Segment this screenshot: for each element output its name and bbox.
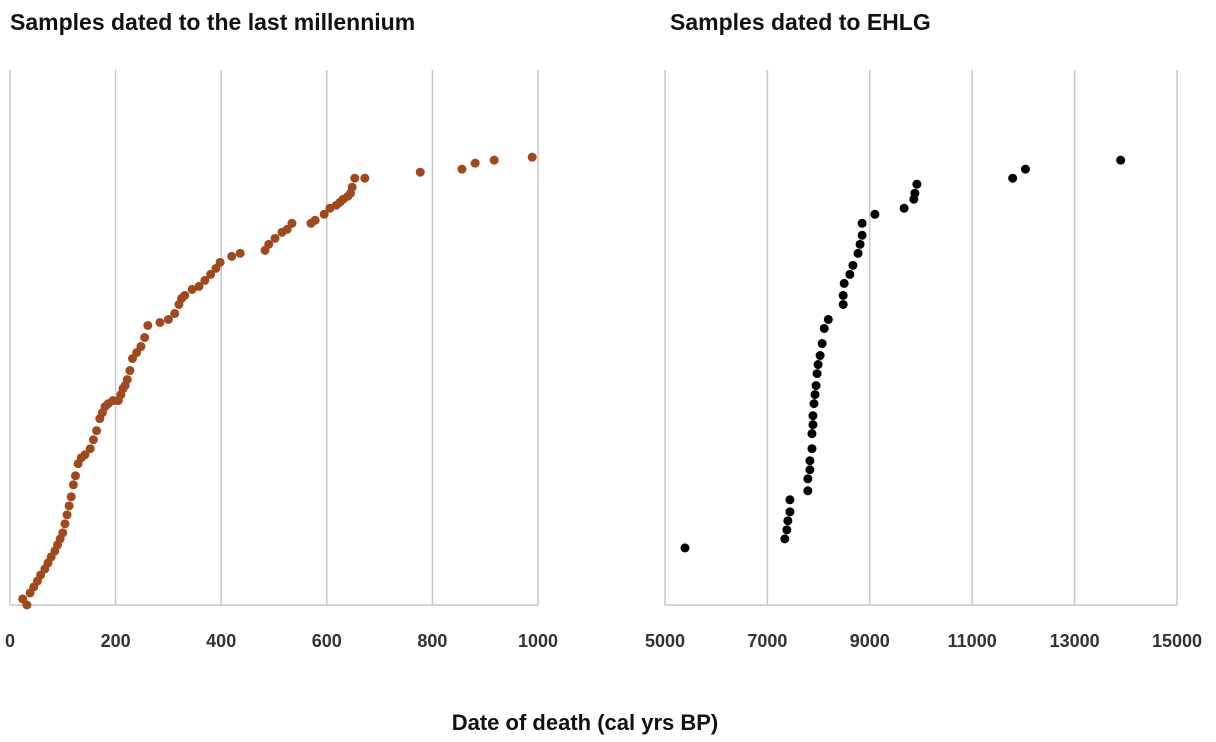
x-tick-label: 600 (312, 631, 342, 651)
point (136, 342, 146, 352)
point (282, 224, 292, 234)
point (70, 471, 80, 481)
x-tick-label: 400 (206, 631, 236, 651)
point (808, 420, 818, 430)
point (805, 456, 815, 466)
point (125, 366, 135, 376)
point (857, 230, 867, 240)
x-tick-label: 9000 (850, 631, 890, 651)
point (807, 429, 817, 439)
point (170, 308, 180, 318)
point (870, 209, 880, 219)
point (350, 173, 360, 183)
point (1020, 164, 1030, 174)
x-tick-label: 5000 (645, 631, 685, 651)
point (163, 314, 173, 324)
point (360, 173, 370, 183)
point (22, 600, 32, 610)
point (319, 209, 329, 219)
point (92, 426, 102, 436)
point (347, 182, 357, 192)
point (187, 284, 197, 294)
point (785, 507, 795, 517)
point (803, 486, 813, 496)
point (782, 525, 792, 535)
x-tick-label: 11000 (948, 631, 997, 651)
point (122, 375, 132, 385)
point (823, 314, 833, 324)
point (60, 519, 70, 529)
point (68, 480, 78, 490)
point (899, 203, 909, 213)
point (857, 218, 867, 228)
point (155, 317, 165, 327)
point (310, 215, 320, 225)
point (838, 299, 848, 309)
point (811, 381, 821, 391)
point (527, 152, 537, 162)
point (180, 290, 190, 300)
point (264, 239, 274, 249)
point (853, 248, 863, 258)
x-tick-label: 200 (101, 631, 131, 651)
point (64, 501, 74, 511)
point (809, 399, 819, 409)
point (194, 281, 204, 291)
point (803, 474, 813, 484)
point (215, 257, 225, 267)
point (143, 320, 153, 330)
point (235, 248, 245, 258)
point (780, 534, 790, 544)
point (910, 188, 920, 198)
point (88, 435, 98, 445)
point (85, 444, 95, 454)
point (489, 155, 499, 165)
x-tick-label: 0 (5, 631, 15, 651)
x-tick-label: 800 (417, 631, 447, 651)
point (819, 323, 829, 333)
point (1116, 155, 1126, 165)
point (415, 167, 425, 177)
point (287, 218, 297, 228)
x-tick-label: 15000 (1152, 631, 1202, 651)
point (470, 158, 480, 168)
x-axis-title: Date of death (cal yrs BP) (452, 710, 719, 735)
point (817, 339, 827, 349)
point (855, 239, 865, 249)
point (270, 233, 280, 243)
point (66, 492, 76, 502)
point (838, 290, 848, 300)
point (808, 411, 818, 421)
point (805, 465, 815, 475)
point (839, 278, 849, 288)
x-tick-label: 13000 (1050, 631, 1100, 651)
point (680, 543, 690, 553)
x-tick-label: 7000 (747, 631, 787, 651)
point (80, 450, 90, 460)
point (807, 444, 817, 454)
point (783, 516, 793, 526)
point (845, 269, 855, 279)
point (200, 275, 210, 285)
point (58, 528, 68, 538)
x-tick-label: 1000 (518, 631, 558, 651)
point (227, 251, 237, 261)
point (457, 164, 467, 174)
chart-title: Samples dated to the last millennium (10, 9, 415, 35)
point (812, 369, 822, 379)
point (62, 510, 72, 520)
chart-title: Samples dated to EHLG (670, 9, 931, 35)
point (810, 390, 820, 400)
point (848, 260, 858, 270)
point (1008, 173, 1018, 183)
point (785, 495, 795, 505)
point (140, 333, 150, 342)
point (206, 269, 216, 279)
point (912, 179, 922, 189)
point (813, 360, 823, 370)
point (815, 351, 825, 361)
